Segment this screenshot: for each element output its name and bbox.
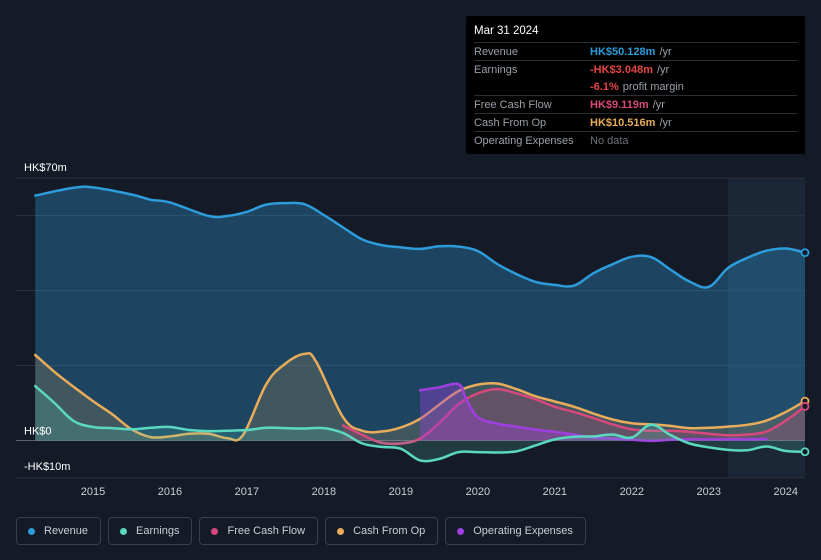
legend-label: Free Cash Flow — [227, 525, 306, 537]
series-area-operating-expenses — [420, 383, 767, 441]
tooltip-row: Free Cash Flow HK$9.119m/yr — [474, 95, 797, 113]
series-layer — [33, 185, 807, 463]
x-tick-label: 2018 — [312, 486, 336, 498]
legend-dot-icon — [211, 527, 219, 535]
series-area-earnings — [35, 386, 805, 462]
y-axis: HK$70m HK$0 -HK$10m — [24, 162, 70, 473]
legend-dot-icon — [337, 527, 345, 535]
end-marker-earnings — [800, 447, 810, 457]
tooltip-row: Cash From Op HK$10.516m/yr — [474, 113, 797, 131]
y-tick-label: HK$70m — [24, 162, 67, 174]
x-tick-label: 2016 — [158, 486, 182, 498]
y-tick-label: HK$0 — [24, 426, 52, 438]
series-revenue — [33, 185, 807, 441]
x-tick-label: 2015 — [81, 486, 105, 498]
tooltip-row-label: Operating Expenses — [474, 134, 574, 147]
tooltip-row: Earnings -HK$3.048m/yr — [474, 60, 797, 78]
tooltip-row-label: Revenue — [474, 45, 519, 58]
series-cash-from-op — [33, 351, 807, 442]
tooltip: Mar 31 2024 Revenue HK$50.128m/yr Earnings… — [466, 16, 805, 154]
tooltip-row-value: No data — [590, 134, 629, 147]
legend-label: Earnings — [136, 525, 180, 537]
legend-item-operating-expenses[interactable]: Operating Expenses — [445, 517, 586, 545]
series-line-revenue — [33, 185, 807, 289]
tooltip-row-label: Earnings — [474, 63, 518, 76]
tooltip-row-unit: profit margin — [622, 80, 684, 93]
legend-item-cash-from-op[interactable]: Cash From Op — [325, 517, 439, 545]
end-marker-free-cash-flow — [800, 401, 810, 411]
legend-label: Operating Expenses — [473, 525, 573, 537]
legend-item-earnings[interactable]: Earnings — [108, 517, 193, 545]
legend-item-free-cash-flow[interactable]: Free Cash Flow — [199, 517, 319, 545]
series-free-cash-flow — [341, 387, 807, 446]
tooltip-row-unit: /yr — [659, 45, 672, 58]
x-tick-label: 2020 — [466, 486, 490, 498]
tooltip-date: Mar 31 2024 — [474, 25, 539, 37]
x-tick-label: 2024 — [774, 486, 798, 498]
x-tick-label: 2022 — [620, 486, 644, 498]
end-markers — [800, 248, 810, 457]
series-line-cash-from-op — [33, 351, 807, 442]
series-area-cash-from-op — [35, 353, 805, 441]
forecast-shade — [728, 178, 805, 478]
tooltip-row-label: Cash From Op — [474, 116, 547, 129]
tooltip-row-unit: /yr — [652, 98, 665, 111]
y-tick-label: -HK$10m — [24, 461, 70, 473]
series-earnings — [33, 384, 807, 463]
gridlines — [16, 177, 805, 479]
series-line-free-cash-flow — [341, 387, 807, 446]
tooltip-row-unit: /yr — [659, 116, 672, 129]
legend-dot-icon — [457, 527, 465, 535]
tooltip-row-label: Free Cash Flow — [474, 98, 552, 111]
x-tick-label: 2017 — [235, 486, 259, 498]
legend-dot-icon — [28, 527, 35, 535]
series-line-earnings — [33, 384, 807, 463]
legend-label: Revenue — [44, 525, 89, 537]
tooltip-row: -6.1% profit margin — [474, 78, 797, 95]
series-area-free-cash-flow — [343, 389, 805, 444]
legend-label: Cash From Op — [353, 525, 426, 537]
tooltip-row-value: HK$50.128m — [590, 45, 656, 58]
legend-item-revenue[interactable]: Revenue — [16, 517, 102, 545]
x-tick-label: 2019 — [389, 486, 413, 498]
end-marker-revenue — [800, 248, 810, 258]
tooltip-row-value: HK$10.516m — [590, 116, 656, 129]
tooltip-row-value: -6.1% — [590, 80, 619, 93]
tooltip-row-unit: /yr — [656, 63, 670, 76]
tooltip-row-value: HK$9.119m — [590, 98, 649, 111]
legend-dot-icon — [120, 527, 128, 535]
tooltip-row: Operating Expenses No data — [474, 131, 797, 149]
tooltip-rows: Revenue HK$50.128m/yr Earnings -HK$3.048m/y… — [474, 42, 797, 149]
x-tick-label: 2021 — [543, 486, 567, 498]
tooltip-row: Revenue HK$50.128m/yr — [474, 42, 797, 60]
legend: Revenue Earnings Free Cash Flow Cash From O… — [16, 517, 593, 545]
x-tick-label: 2023 — [697, 486, 721, 498]
series-area-revenue — [35, 186, 805, 441]
tooltip-row-value: -HK$3.048m — [590, 63, 653, 76]
x-axis: 2015 2016 2017 2018 2019 2020 2021 2022 2023 2024 — [81, 486, 798, 498]
